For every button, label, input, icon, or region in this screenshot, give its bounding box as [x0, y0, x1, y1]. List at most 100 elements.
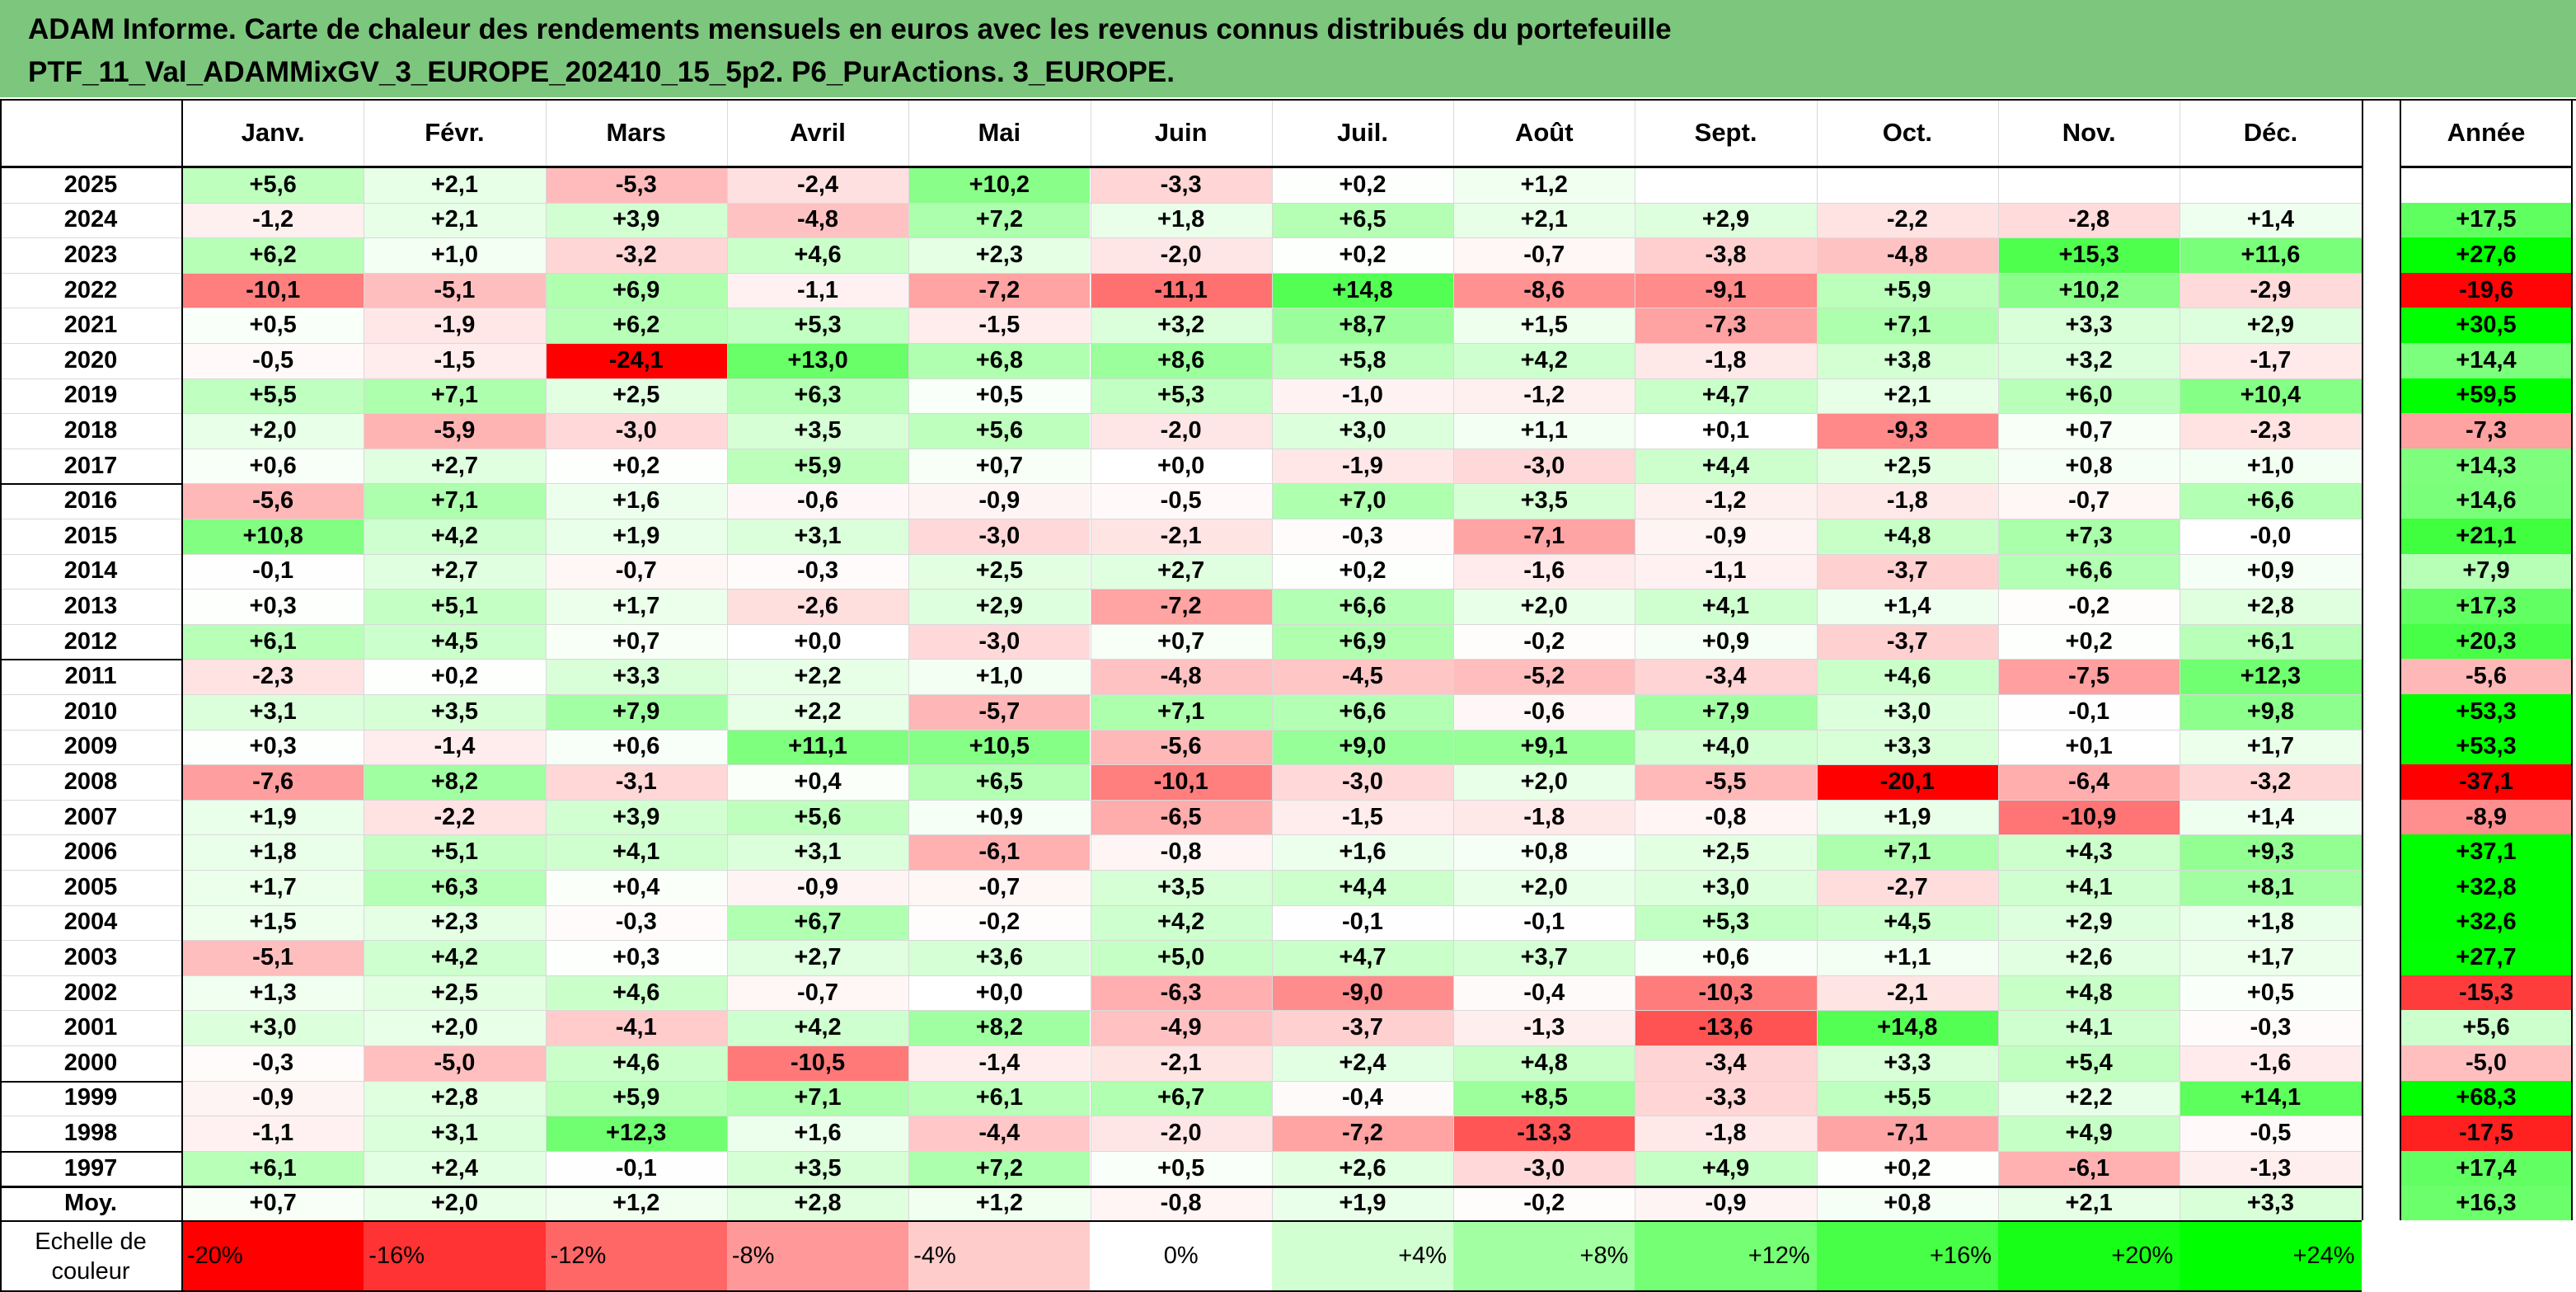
heatmap-cell: -0,4 — [1271, 1080, 1454, 1116]
heatmap-cell: -1,3 — [2180, 1150, 2362, 1186]
column-header: Oct. — [1882, 118, 1932, 147]
report-title-line-1: ADAM Informe. Carte de chaleur des rende… — [28, 13, 1672, 45]
average-annual-cell: +16,3 — [2400, 1186, 2573, 1221]
heatmap-cell: +1,9 — [1816, 799, 1998, 835]
heatmap-cell: +9,0 — [1271, 729, 1454, 765]
heatmap-cell: -4,8 — [1090, 659, 1272, 694]
heatmap-cell: -5,2 — [1453, 659, 1635, 694]
heatmap-cell: +3,5 — [1090, 870, 1272, 905]
row-divider — [0, 904, 2362, 906]
row-divider — [0, 623, 2362, 625]
row-divider — [0, 413, 2362, 415]
row-divider — [0, 799, 2362, 801]
heatmap-cell: +0,2 — [1816, 1150, 1998, 1186]
heatmap-cell: +6,1 — [182, 1150, 364, 1186]
row-divider — [0, 870, 2362, 871]
heatmap-cell: -0,9 — [908, 483, 1091, 519]
color-scale-swatch: +8% — [1453, 1220, 1635, 1292]
heatmap-cell: -2,0 — [1090, 413, 1272, 449]
heatmap-cell: -0,8 — [1090, 834, 1272, 870]
report-header: ADAM Informe. Carte de chaleur des rende… — [0, 0, 2576, 97]
heatmap-cell: +0,7 — [545, 623, 727, 660]
heatmap-cell: -7,1 — [1816, 1116, 1998, 1151]
heatmap-cell: +2,9 — [1998, 904, 2180, 941]
heatmap-cell: +3,0 — [182, 1010, 364, 1045]
heatmap-cell: +0,0 — [726, 623, 909, 660]
color-scale-swatch: -4% — [908, 1220, 1091, 1292]
heatmap-cell: +15,3 — [1998, 237, 2180, 273]
heatmap-cell — [1998, 167, 2180, 203]
heatmap-cell: -3,1 — [545, 764, 727, 800]
heatmap-cell: +0,4 — [545, 870, 727, 905]
annual-cell — [2400, 167, 2573, 203]
row-label: 2021 — [63, 312, 118, 339]
heatmap-cell: -2,7 — [1816, 870, 1998, 905]
row-label: 2019 — [63, 382, 118, 409]
annual-cell: +59,5 — [2400, 378, 2573, 414]
heatmap-cell: +2,8 — [364, 1080, 546, 1116]
heatmap-cell: -1,0 — [1271, 378, 1454, 414]
header-top-border — [0, 99, 2576, 101]
heatmap-cell: +0,1 — [1998, 729, 2180, 765]
annual-cell: -8,9 — [2400, 799, 2573, 835]
row-label: 2014 — [63, 557, 118, 585]
row-label: 1997 — [63, 1154, 118, 1182]
heatmap-cell: +4,7 — [1635, 378, 1817, 414]
group-separator — [0, 1150, 181, 1153]
heatmap-cell: -0,2 — [908, 904, 1091, 941]
annual-cell: +30,5 — [2400, 308, 2573, 343]
heatmap-cell: +0,2 — [1271, 237, 1454, 273]
heatmap-cell: +6,2 — [182, 237, 364, 273]
heatmap-cell: +6,3 — [364, 870, 546, 905]
heatmap-cell: +7,2 — [908, 1150, 1091, 1186]
heatmap-cell: -7,3 — [1635, 308, 1817, 343]
row-label: 2005 — [63, 873, 118, 900]
heatmap-cell: -5,1 — [364, 272, 546, 308]
average-cell: +1,9 — [1271, 1186, 1454, 1221]
heatmap-cell: -13,3 — [1453, 1116, 1635, 1151]
heatmap-cell: +5,5 — [1816, 1080, 1998, 1116]
heatmap-cell: +0,6 — [182, 448, 364, 484]
row-label: 2006 — [63, 839, 118, 866]
heatmap-cell: -10,5 — [726, 1045, 909, 1081]
heatmap-cell: -2,6 — [726, 589, 909, 624]
heatmap-cell: +8,1 — [2180, 870, 2362, 905]
column-divider — [1816, 99, 1818, 1221]
heatmap-cell: +1,7 — [182, 870, 364, 905]
heatmap-cell: +9,1 — [1453, 729, 1635, 765]
color-scale-swatch: -12% — [545, 1220, 727, 1292]
heatmap-cell: +1,7 — [2180, 940, 2362, 975]
heatmap-cell: +4,9 — [1998, 1116, 2180, 1151]
heatmap-cell: +4,9 — [1635, 1150, 1817, 1186]
heatmap-cell: +0,5 — [182, 308, 364, 343]
row-divider — [0, 764, 2362, 766]
heatmap-cell: +0,2 — [1998, 623, 2180, 660]
heatmap-cell: +6,0 — [1998, 378, 2180, 414]
heatmap-cell: +0,3 — [182, 589, 364, 624]
row-divider — [0, 694, 2362, 695]
annual-cell: +27,7 — [2400, 940, 2573, 975]
average-cell: +0,7 — [182, 1186, 364, 1221]
annual-cell: +32,6 — [2400, 904, 2573, 941]
color-scale-swatch: +24% — [2180, 1220, 2362, 1292]
row-divider — [0, 975, 2362, 976]
heatmap-cell: -24,1 — [545, 343, 727, 378]
annual-cell: +17,3 — [2400, 589, 2573, 624]
column-header: Juin — [1154, 118, 1208, 147]
heatmap-cell: +0,1 — [1635, 413, 1817, 449]
heatmap-cell: +1,7 — [545, 589, 727, 624]
annual-cell: -19,6 — [2400, 272, 2573, 308]
heatmap-cell: +7,1 — [1816, 834, 1998, 870]
annual-cell: +20,3 — [2400, 623, 2573, 660]
heatmap-cell: +2,6 — [1271, 1150, 1454, 1186]
heatmap-cell: -3,2 — [545, 237, 727, 273]
heatmap-cell: +8,7 — [1271, 308, 1454, 343]
heatmap-cell: -3,8 — [1635, 237, 1817, 273]
heatmap-cell: +1,1 — [1816, 940, 1998, 975]
row-divider — [0, 1150, 2362, 1152]
row-label: 2007 — [63, 803, 118, 830]
heatmap-cell: -2,2 — [364, 799, 546, 835]
heatmap-cell: +4,1 — [1998, 1010, 2180, 1045]
row-divider — [0, 659, 2362, 660]
heatmap-cell: +7,9 — [1635, 694, 1817, 730]
